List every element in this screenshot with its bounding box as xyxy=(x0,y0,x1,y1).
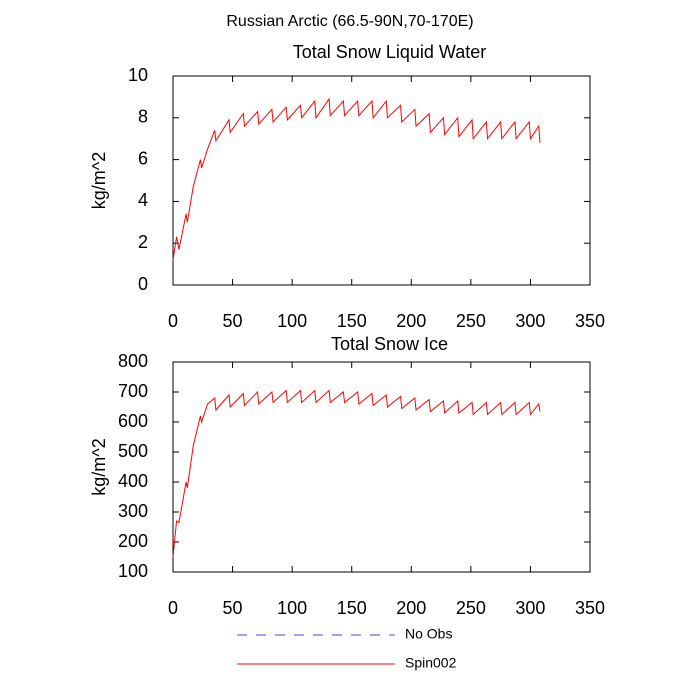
legend-label: No Obs xyxy=(405,626,452,642)
plot-frame xyxy=(172,361,591,573)
x-tick-label: 250 xyxy=(456,311,486,331)
x-tick-label: 300 xyxy=(515,598,545,618)
x-tick-label: 100 xyxy=(277,598,307,618)
x-tick-label: 0 xyxy=(168,311,178,331)
y-tick-label: 2 xyxy=(138,232,148,252)
x-tick-label: 0 xyxy=(168,598,178,618)
panel-title: Total Snow Liquid Water xyxy=(293,42,486,62)
x-tick-label: 350 xyxy=(575,598,605,618)
y-tick-label: 100 xyxy=(118,561,148,581)
data-line xyxy=(172,97,541,260)
panel-title: Total Snow Ice xyxy=(331,334,448,354)
plot-frame xyxy=(172,75,591,286)
x-tick-label: 350 xyxy=(575,311,605,331)
y-tick-label: 4 xyxy=(138,190,148,210)
y-tick-label: 200 xyxy=(118,531,148,551)
y-tick-label: 10 xyxy=(128,65,148,85)
x-tick-label: 150 xyxy=(337,598,367,618)
y-tick-label: 800 xyxy=(118,351,148,371)
x-tick-label: 200 xyxy=(396,598,426,618)
y-axis-label: kg/m^2 xyxy=(89,152,109,209)
main-title: Russian Arctic (66.5-90N,70-170E) xyxy=(226,13,473,30)
x-tick-label: 50 xyxy=(223,311,243,331)
y-tick-label: 600 xyxy=(118,411,148,431)
x-tick-label: 50 xyxy=(223,598,243,618)
y-tick-label: 0 xyxy=(138,274,148,294)
y-axis-label: kg/m^2 xyxy=(89,438,109,495)
y-tick-label: 8 xyxy=(138,107,148,127)
x-tick-label: 200 xyxy=(396,311,426,331)
legend-label: Spin002 xyxy=(405,655,457,671)
y-tick-label: 6 xyxy=(138,148,148,168)
y-tick-label: 400 xyxy=(118,471,148,491)
x-tick-label: 100 xyxy=(277,311,307,331)
x-tick-label: 300 xyxy=(515,311,545,331)
data-line xyxy=(172,389,541,558)
x-tick-label: 150 xyxy=(337,311,367,331)
y-tick-label: 500 xyxy=(118,441,148,461)
y-tick-label: 700 xyxy=(118,381,148,401)
y-tick-label: 300 xyxy=(118,501,148,521)
x-tick-label: 250 xyxy=(456,598,486,618)
